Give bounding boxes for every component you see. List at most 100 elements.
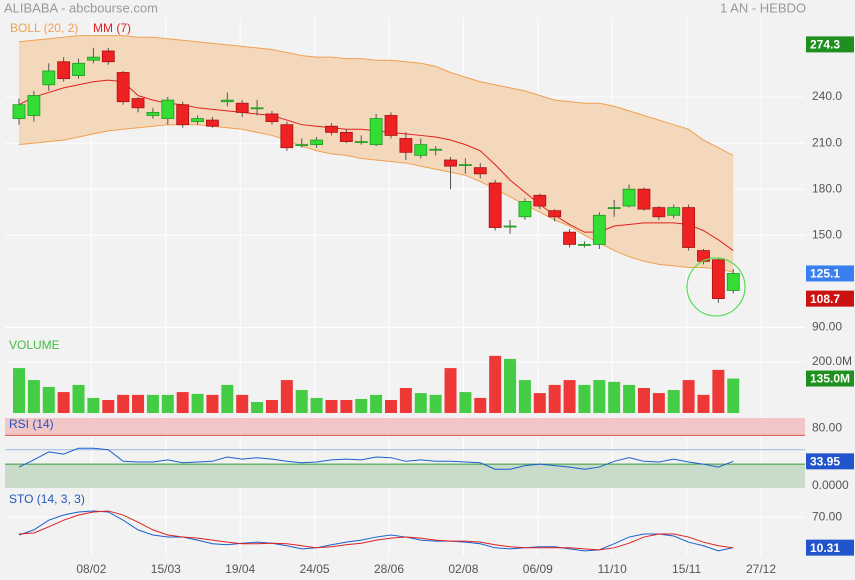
volume-bar [459, 392, 472, 413]
volume-bar [161, 394, 174, 413]
volume-bar [489, 355, 502, 413]
volume-bar [146, 394, 159, 413]
candle-body [369, 118, 383, 146]
candle-body [414, 144, 428, 156]
volume-bar [117, 394, 130, 413]
volume-bar [727, 378, 740, 413]
x-tick-label: 28/06 [374, 562, 404, 576]
volume-bar [504, 358, 517, 413]
price-marker-label: 274.3 [810, 38, 840, 52]
volume-bar [27, 380, 40, 413]
sto-line [18, 510, 734, 552]
candle-body [42, 70, 56, 86]
candle-body [399, 138, 413, 153]
candle-body [607, 207, 621, 209]
volume-bar [370, 394, 383, 413]
sto-line [18, 510, 734, 551]
volume-bar [191, 393, 204, 413]
y-tick-label: 210.0 [812, 135, 842, 149]
candle-body [280, 124, 294, 149]
volume-bar [295, 390, 308, 413]
volume-bar [563, 380, 576, 413]
x-tick-label: 08/02 [76, 562, 106, 576]
candle-body [101, 50, 115, 63]
y-tick-label: 70.00 [812, 509, 842, 523]
candle-body [235, 102, 249, 113]
candle-body [637, 188, 651, 210]
bollinger-lower [18, 124, 734, 273]
candle-body [711, 259, 725, 300]
candle-body [354, 141, 368, 143]
page-title: ALIBABA - abcbourse.com [4, 0, 158, 15]
candle-body [87, 56, 100, 61]
volume-bar [176, 392, 189, 413]
candle-body [533, 194, 547, 207]
candle-body [384, 115, 398, 136]
y-tick-label: 0.0000 [812, 478, 849, 492]
candle-body [622, 188, 636, 207]
volume-bar [87, 397, 100, 413]
candle-body [146, 112, 160, 116]
candle-body [176, 104, 190, 126]
x-tick-label: 15/11 [672, 562, 701, 576]
legend-entry: BOLL (20, 2) [10, 21, 78, 35]
volume-bar [667, 390, 680, 413]
candle-body [473, 167, 487, 175]
candle-body [250, 107, 264, 110]
volume-bar [652, 393, 665, 413]
x-tick-label: 11/10 [598, 562, 627, 576]
x-tick-label: 24/05 [300, 562, 330, 576]
candle-body [488, 182, 502, 228]
x-tick-label: 27/12 [746, 562, 776, 576]
volume-bar [548, 384, 561, 413]
candle-body [220, 99, 234, 103]
price-marker [806, 370, 854, 387]
volume-bar [637, 387, 650, 413]
volume-bar [712, 369, 725, 413]
volume-bar [13, 368, 25, 413]
candle-body [27, 95, 41, 116]
price-marker-label: 135.0M [810, 372, 850, 386]
candle-body [652, 207, 666, 218]
volume-bar [444, 368, 457, 413]
candle-body [116, 72, 130, 103]
x-tick-label: 19/04 [225, 562, 255, 576]
volume-bar [251, 402, 264, 413]
price-marker [806, 539, 854, 556]
volume-bar [236, 394, 249, 413]
price-marker-label: 125.1 [810, 267, 840, 281]
candle-body [503, 225, 517, 228]
price-marker [806, 290, 854, 307]
candle-body [667, 207, 681, 216]
plot: 08/02 15/03 19/04 24/05 28/06 02/08 06/09 11/10… [5, 21, 854, 576]
highlight-circle [686, 257, 746, 317]
candle-body [12, 104, 26, 119]
volume-bar [414, 393, 427, 413]
candle-body [325, 125, 338, 133]
candle-body [57, 61, 71, 80]
volume-bar [42, 386, 55, 413]
candle-body [726, 273, 740, 291]
panel-title: STO (14, 3, 3) [9, 492, 85, 506]
candle-body [206, 119, 219, 127]
volume-bar [474, 397, 487, 413]
candle-body [131, 98, 145, 109]
candle-body [458, 164, 472, 167]
volume-bar [221, 384, 234, 413]
candle-body [265, 113, 279, 123]
price-marker [806, 453, 854, 470]
y-tick-label: 240.0 [812, 89, 842, 103]
candle-body [444, 159, 457, 167]
volume-bar [697, 394, 710, 413]
candle-body [548, 210, 562, 218]
candle-body [191, 118, 204, 123]
x-tick-label: 02/08 [448, 562, 478, 576]
volume-bar [682, 380, 695, 413]
candle-body [578, 244, 591, 246]
volume-bar [429, 394, 442, 413]
volume-bar [623, 384, 636, 413]
candle-body [682, 207, 695, 248]
price-marker-label: 33.95 [810, 455, 840, 469]
oversold-zone [5, 464, 805, 488]
